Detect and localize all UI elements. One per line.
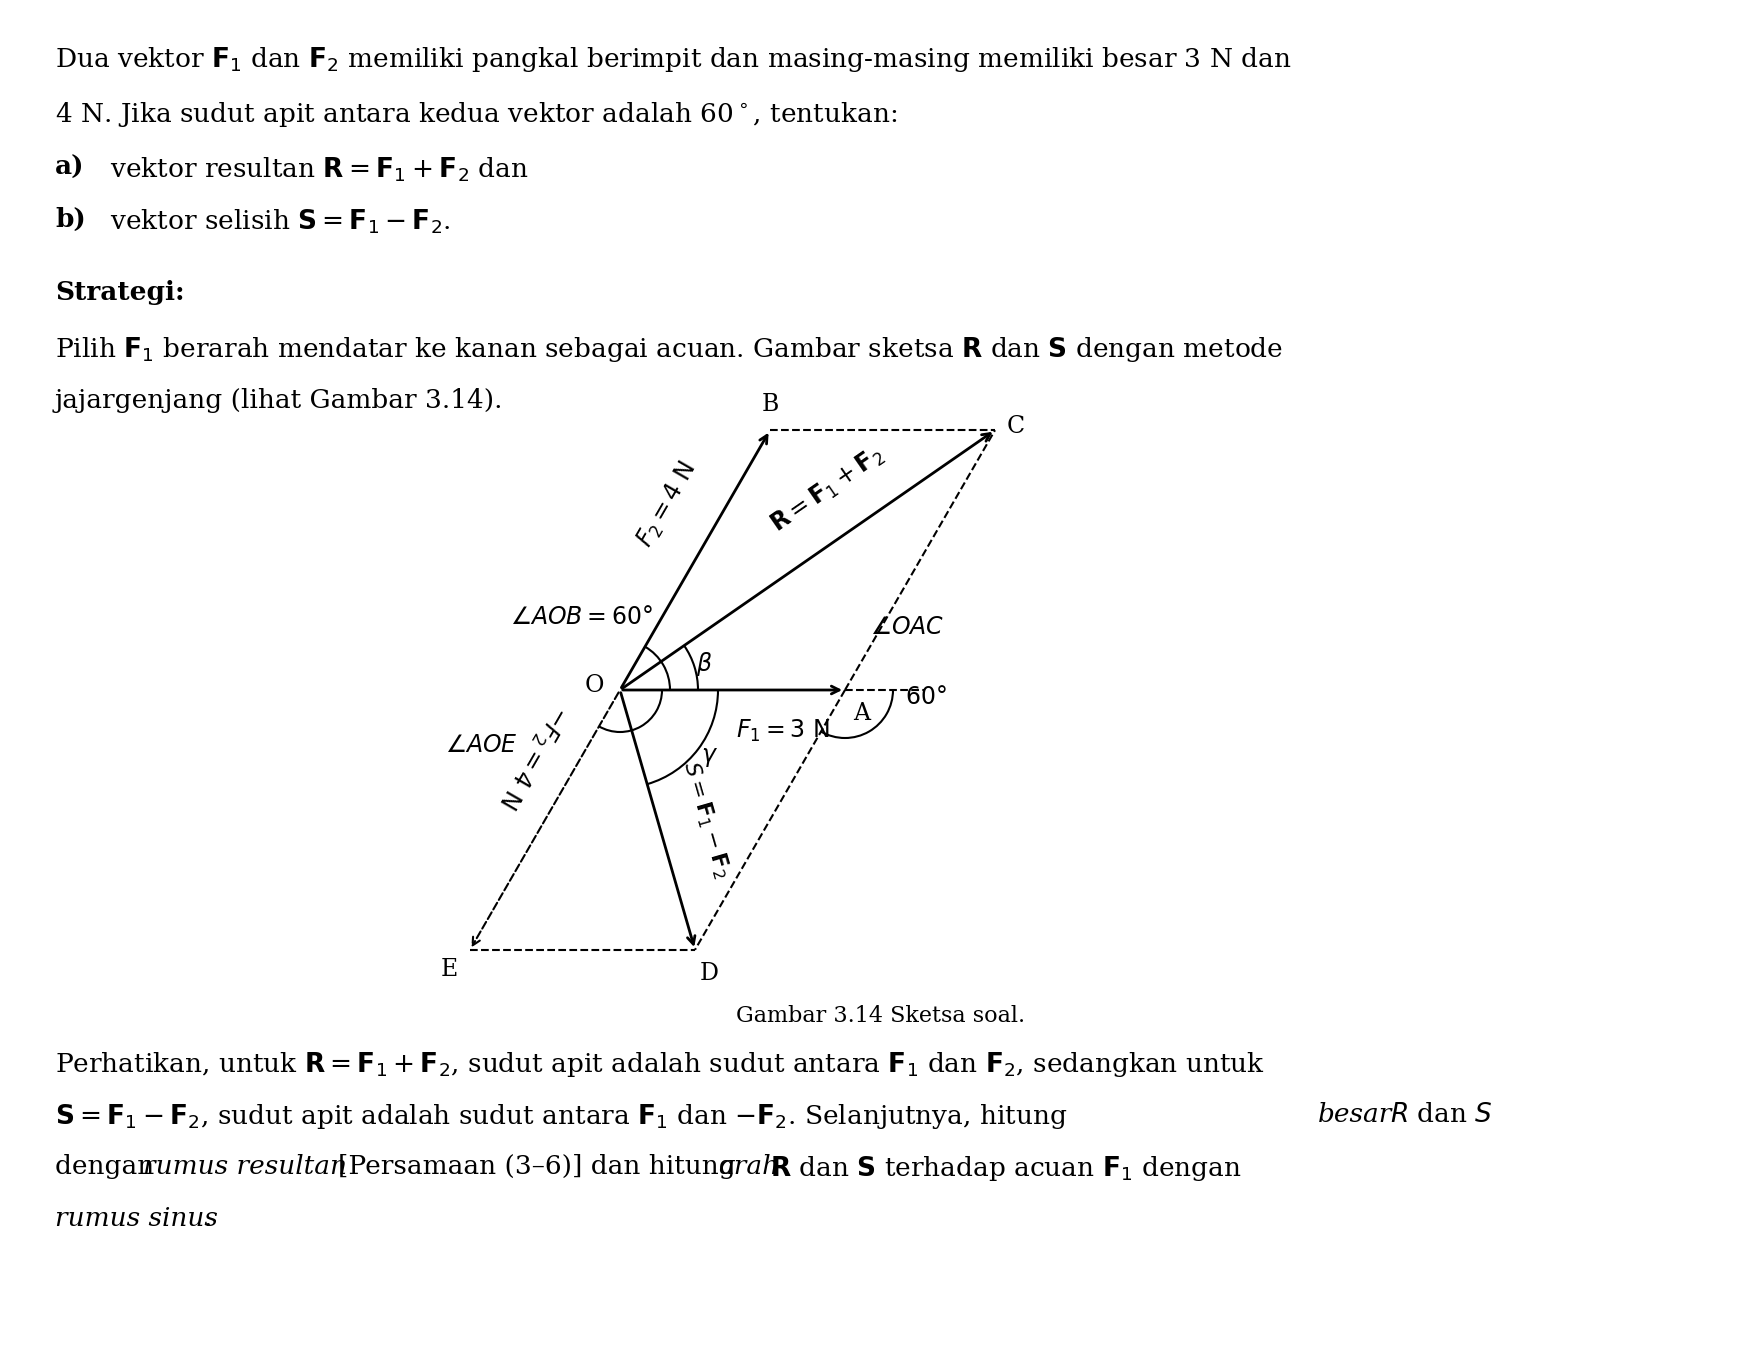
Text: arah: arah [717,1154,779,1179]
Text: vektor resultan $\mathbf{R} = \mathbf{F}_1 + \mathbf{F}_2$ dan: vektor resultan $\mathbf{R} = \mathbf{F}… [109,155,529,183]
Text: vektor selisih $\mathbf{S} = \mathbf{F}_1 - \mathbf{F}_2$.: vektor selisih $\mathbf{S} = \mathbf{F}_… [109,207,451,236]
Text: $\angle AOB = 60°$: $\angle AOB = 60°$ [509,607,654,630]
Text: besar: besar [1318,1102,1392,1127]
Text: B: B [761,393,779,416]
Text: $F_2 = 4\ \mathrm{N}$: $F_2 = 4\ \mathrm{N}$ [633,458,701,552]
Text: $S=\mathbf{F}_1-\mathbf{F}_2$: $S=\mathbf{F}_1-\mathbf{F}_2$ [678,759,733,882]
Text: .: . [203,1206,211,1232]
Text: $60°$: $60°$ [906,686,946,709]
Text: $\mathbf{R} = \mathbf{F}_1 + \mathbf{F}_2$: $\mathbf{R} = \mathbf{F}_1 + \mathbf{F}_… [766,441,888,538]
Text: [Persamaan (3–6)] dan hitung: [Persamaan (3–6)] dan hitung [338,1154,744,1179]
Text: A: A [853,703,870,725]
Text: dengan: dengan [55,1154,162,1179]
Text: $R$ dan $S$: $R$ dan $S$ [1390,1102,1492,1127]
Text: Perhatikan, untuk $\mathbf{R} = \mathbf{F}_1 + \mathbf{F}_2$, sudut apit adalah : Perhatikan, untuk $\mathbf{R} = \mathbf{… [55,1050,1265,1079]
Text: rumus sinus: rumus sinus [55,1206,218,1232]
Text: b): b) [55,207,86,232]
Text: $\mathbf{R}$ dan $\mathbf{S}$ terhadap acuan $\mathbf{F}_1$ dengan: $\mathbf{R}$ dan $\mathbf{S}$ terhadap a… [770,1154,1242,1183]
Text: Strategi:: Strategi: [55,280,185,306]
Text: jajargenjang (lihat Gambar 3.14).: jajargenjang (lihat Gambar 3.14). [55,388,504,413]
Text: $\gamma$: $\gamma$ [701,746,719,769]
Text: Dua vektor $\mathbf{F}_1$ dan $\mathbf{F}_2$ memiliki pangkal berimpit dan masin: Dua vektor $\mathbf{F}_1$ dan $\mathbf{F… [55,44,1292,74]
Text: C: C [1008,415,1025,437]
Text: E: E [440,958,458,981]
Text: $F_1 = 3\ \mathrm{N}$: $F_1 = 3\ \mathrm{N}$ [735,717,830,744]
Text: a): a) [55,155,85,180]
Text: 4 N. Jika sudut apit antara kedua vektor adalah 60$^\circ$, tentukan:: 4 N. Jika sudut apit antara kedua vektor… [55,100,897,129]
Text: D: D [700,962,719,985]
Text: O: O [585,674,604,697]
Text: $\angle OAC$: $\angle OAC$ [870,616,944,639]
Text: rumus resultan: rumus resultan [143,1154,347,1179]
Text: $\beta$: $\beta$ [696,650,712,678]
Text: $\mathbf{S} = \mathbf{F}_1 - \mathbf{F}_2$, sudut apit adalah sudut antara $\mat: $\mathbf{S} = \mathbf{F}_1 - \mathbf{F}_… [55,1102,1068,1131]
Text: Pilih $\mathbf{F}_1$ berarah mendatar ke kanan sebagai acuan. Gambar sketsa $\ma: Pilih $\mathbf{F}_1$ berarah mendatar ke… [55,335,1283,363]
Text: Gambar 3.14 Sketsa soal.: Gambar 3.14 Sketsa soal. [737,1005,1025,1027]
Text: $-F_2 = 4\ \mathrm{N}$: $-F_2 = 4\ \mathrm{N}$ [493,700,573,812]
Text: $\angle AOE$: $\angle AOE$ [446,734,518,756]
